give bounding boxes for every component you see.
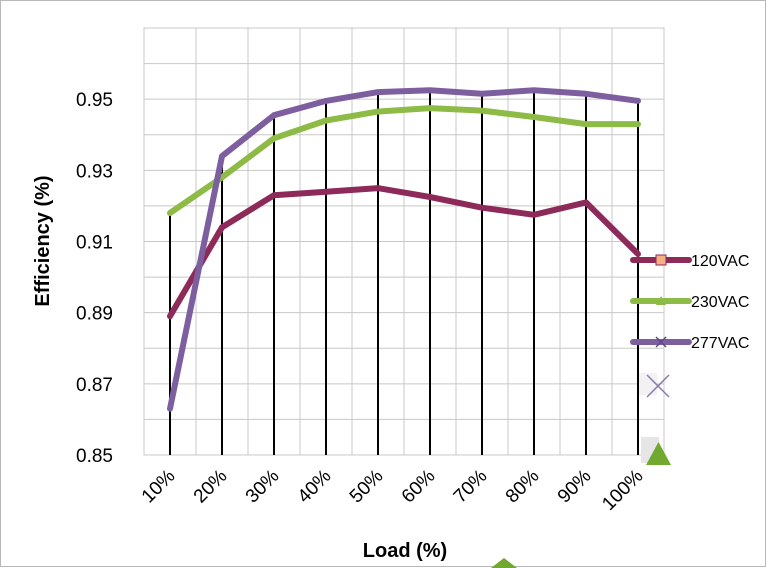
series-line-277VAC: [167, 87, 641, 412]
stray-markers: [491, 373, 671, 568]
x-tick-label: 10%: [138, 466, 180, 508]
legend-label-230VAC: 230VAC: [691, 294, 749, 311]
x-tick-label: 90%: [554, 466, 596, 508]
y-tick-label: 0.91: [76, 233, 113, 254]
y-axis-ticks: 0.85 0.87 0.89 0.91 0.93 0.95: [76, 90, 113, 467]
series-lines: [167, 87, 641, 412]
x-tick-label: 50%: [346, 466, 388, 508]
legend-marker: [656, 296, 666, 305]
x-tick-label: 70%: [450, 466, 492, 508]
legend-label-120VAC: 120VAC: [691, 253, 749, 270]
y-tick-label: 0.93: [76, 161, 113, 182]
x-tick-label: 20%: [190, 466, 232, 508]
x-tick-label: 30%: [242, 466, 284, 508]
y-tick-label: 0.95: [76, 90, 113, 111]
x-axis-title: Load (%): [363, 540, 447, 562]
x-tick-label: 80%: [502, 466, 544, 508]
y-tick-label: 0.87: [76, 375, 113, 396]
legend-label-277VAC: 277VAC: [691, 335, 749, 352]
y-axis-title: Efficiency (%): [32, 175, 54, 306]
series-line-120VAC: [167, 185, 641, 320]
stray-triangle-marker: [491, 558, 517, 568]
stray-shadow: [639, 373, 657, 395]
x-tick-label: 60%: [398, 466, 440, 508]
x-tick-label: 40%: [294, 466, 336, 508]
x-tick-label: 100%: [598, 466, 647, 515]
legend-marker: [655, 336, 667, 348]
stray-cross-marker: [646, 374, 670, 398]
y-tick-label: 0.85: [76, 446, 113, 467]
y-tick-label: 0.89: [76, 304, 113, 325]
series-line-230VAC: [167, 105, 641, 216]
stray-triangle-marker: [646, 442, 671, 465]
legend-marker: [655, 254, 667, 266]
drop-lines: [169, 90, 639, 455]
legend: 120VAC 230VAC 277VAC: [630, 253, 749, 352]
x-axis-ticks: 10% 20% 30% 40% 50% 60% 70% 80% 90% 100%: [138, 466, 648, 515]
